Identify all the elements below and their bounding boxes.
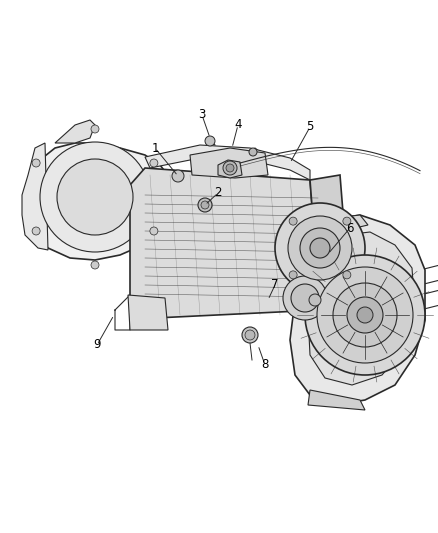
Text: 8: 8 <box>261 359 268 372</box>
Circle shape <box>347 297 383 333</box>
Polygon shape <box>128 295 168 330</box>
Text: 9: 9 <box>93 338 101 351</box>
Circle shape <box>150 159 158 167</box>
Circle shape <box>91 261 99 269</box>
Circle shape <box>291 284 319 312</box>
Polygon shape <box>218 160 242 178</box>
Circle shape <box>343 271 351 279</box>
Polygon shape <box>318 215 368 235</box>
Circle shape <box>317 267 413 363</box>
Circle shape <box>242 327 258 343</box>
Polygon shape <box>22 143 48 250</box>
Circle shape <box>198 198 212 212</box>
Polygon shape <box>55 120 95 143</box>
Circle shape <box>283 276 327 320</box>
Circle shape <box>333 283 397 347</box>
Circle shape <box>226 164 234 172</box>
Polygon shape <box>310 175 350 310</box>
Circle shape <box>245 330 255 340</box>
Circle shape <box>201 201 209 209</box>
Circle shape <box>91 125 99 133</box>
Circle shape <box>223 161 237 175</box>
Text: 2: 2 <box>214 187 222 199</box>
Circle shape <box>305 255 425 375</box>
Circle shape <box>249 148 257 156</box>
Polygon shape <box>130 168 320 318</box>
Polygon shape <box>308 232 415 385</box>
Polygon shape <box>50 155 145 235</box>
Text: 6: 6 <box>346 222 354 235</box>
Circle shape <box>57 159 133 235</box>
Circle shape <box>309 294 321 306</box>
Circle shape <box>32 159 40 167</box>
Circle shape <box>150 227 158 235</box>
Polygon shape <box>145 145 310 180</box>
Circle shape <box>275 203 365 293</box>
Circle shape <box>288 216 352 280</box>
Circle shape <box>343 217 351 225</box>
Circle shape <box>32 227 40 235</box>
Text: 5: 5 <box>306 120 314 133</box>
Circle shape <box>289 271 297 279</box>
Circle shape <box>40 142 150 252</box>
Circle shape <box>289 217 297 225</box>
Circle shape <box>357 307 373 323</box>
Text: 7: 7 <box>271 279 279 292</box>
Polygon shape <box>290 215 425 405</box>
Text: 3: 3 <box>198 109 206 122</box>
Circle shape <box>172 170 184 182</box>
Polygon shape <box>28 143 172 260</box>
Polygon shape <box>308 390 365 410</box>
Circle shape <box>310 238 330 258</box>
Text: 1: 1 <box>151 141 159 155</box>
Circle shape <box>205 136 215 146</box>
Polygon shape <box>190 148 268 178</box>
Text: 4: 4 <box>234 118 242 132</box>
Circle shape <box>300 228 340 268</box>
